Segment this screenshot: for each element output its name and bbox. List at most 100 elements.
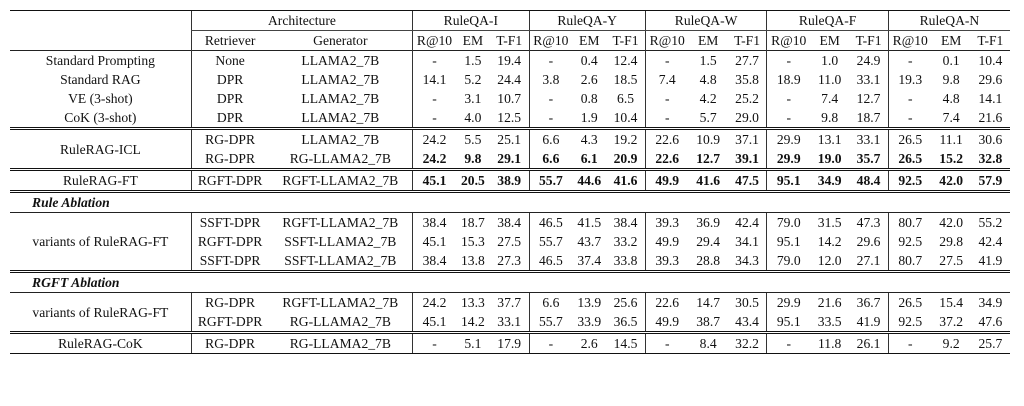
retriever-cell: RG-DPR [190,331,269,354]
generator-cell: SSFT-LLAMA2_7B [284,253,397,268]
metric-cell: 35.7 [856,151,881,166]
metric-cell: 34.9 [970,292,1010,312]
metric-header: T-F1 [496,33,523,48]
metric-cell: 36.7 [849,292,889,312]
metric-cell: 5.2 [464,72,482,87]
metric-cell: 18.7 [856,110,881,125]
metric-cell: 80.7 [887,251,932,272]
metric-cell: 4.2 [699,91,717,106]
metric-cell: 18.9 [766,70,811,89]
metric-cell: - [412,331,456,354]
metric-cell: 25.1 [489,127,529,149]
metric-cell: 22.6 [644,149,689,170]
metric-cell: - [887,331,932,354]
metric-header: T-F1 [734,33,761,48]
metric-cell: 34.9 [810,168,850,192]
metric-cell: 92.5 [887,312,932,333]
metric-cell: 29.0 [735,110,759,125]
table-row: variants of RuleRAG-FT RG-DPR RGFT-LLAMA2… [10,292,1010,333]
metric-cell: 43.7 [577,234,602,249]
table-row: VE (3-shot) DPR LLAMA2_7B -3.1 10.7-0.8 6.5-… [10,89,1010,108]
metric-cell: 36.5 [613,314,638,329]
metric-header: T-F1 [855,33,882,48]
metric-cell: 14.2 [817,234,842,249]
metric-cell: 92.5 [887,232,932,251]
metric-cell: 19.0 [817,151,842,166]
metric-cell: 20.5 [455,168,490,192]
metric-cell: 21.6 [978,110,1003,125]
metric-cell: 29.4 [696,234,721,249]
metric-cell: 26.5 [887,127,932,149]
metric-cell: 43.4 [735,314,759,329]
section-title: RGFT Ablation [10,270,1010,293]
metric-cell: 24.9 [849,50,889,70]
metric-cell: 12.5 [497,110,522,125]
metric-cell: 55.7 [528,232,573,251]
metric-cell: - [766,331,811,354]
metric-cell: 18.7 [455,212,490,232]
metric-cell: - [528,331,573,354]
metric-header: T-F1 [612,33,639,48]
metric-cell: - [528,108,573,129]
metric-cell: 13.9 [572,292,607,312]
metric-cell: 95.1 [766,168,811,192]
method-name: variants of RuleRAG-FT [10,292,192,333]
table-row: SSFT-DPR SSFT-LLAMA2_7B 38.4 13.8 27.3 46.5 37… [10,251,1010,272]
metric-cell: 55.7 [528,312,573,333]
metric-header: EM [579,33,600,48]
metric-cell: 22.6 [644,127,689,149]
metric-cell: 55.2 [970,212,1010,232]
generator-cell: RGFT-LLAMA2_7B [268,292,413,312]
metric-cell: 22.6 [644,292,689,312]
metric-header: EM [819,33,840,48]
metric-header: EM [940,33,962,48]
metric-cell: - [766,108,811,129]
metric-header: R@10 [887,30,932,51]
generator-cell: RG-LLAMA2_7B [289,151,391,166]
metric-cell: 39.3 [644,251,689,272]
metric-cell: 46.5 [528,212,573,232]
metric-cell: 38.4 [489,212,529,232]
metric-cell: 1.9 [580,110,598,125]
metric-cell: 24.4 [497,72,522,87]
table-row: variants of RuleRAG-FT SSFT-DPR RGFT-LLAM… [10,212,1010,272]
metric-cell: 33.1 [856,72,881,87]
metric-cell: 6.5 [617,91,635,106]
metric-cell: 15.4 [931,292,971,312]
retriever-cell: RGFT-DPR [190,232,269,251]
empty-header [10,10,192,31]
metric-cell: 42.0 [931,212,971,232]
retriever-cell: RG-DPR [190,127,269,149]
metric-cell: 21.6 [810,292,850,312]
metric-cell: 27.5 [939,253,964,268]
metric-header: R@10 [528,30,573,51]
metric-cell: 13.1 [810,127,850,149]
metric-cell: 9.8 [942,72,960,87]
metric-cell: 4.3 [572,127,607,149]
metric-cell: 38.4 [412,251,456,272]
dataset-header: RuleQA-Y [528,10,646,31]
metric-cell: 0.4 [572,50,607,70]
metric-cell: 0.1 [931,50,971,70]
metric-cell: 11.8 [810,331,850,354]
metric-cell: 9.2 [931,331,971,354]
metric-cell: 31.5 [810,212,850,232]
generator-cell: RG-LLAMA2_7B [268,331,413,354]
metric-cell: 5.5 [455,127,490,149]
metric-cell: 13.8 [460,253,485,268]
metric-cell: 14.1 [978,91,1003,106]
metric-cell: 26.1 [849,331,889,354]
metric-cell: 2.6 [580,72,598,87]
method-name: RuleRAG-FT [10,168,192,192]
metric-cell: 57.9 [970,168,1010,192]
metric-cell: 26.5 [887,292,932,312]
table-row: RG-DPR RG-LLAMA2_7B 24.2 9.8 29.1 6.6 6.1 20.9 2… [10,149,1010,170]
metric-cell: 41.6 [688,168,728,192]
metric-cell: 14.7 [688,292,728,312]
metric-cell: 29.9 [766,149,811,170]
metric-cell: 2.6 [572,331,607,354]
metric-cell: - [528,50,573,70]
generator-cell: RG-LLAMA2_7B [289,314,391,329]
metric-cell: 39.3 [644,212,689,232]
method-name: RuleRAG-CoK [10,331,192,354]
